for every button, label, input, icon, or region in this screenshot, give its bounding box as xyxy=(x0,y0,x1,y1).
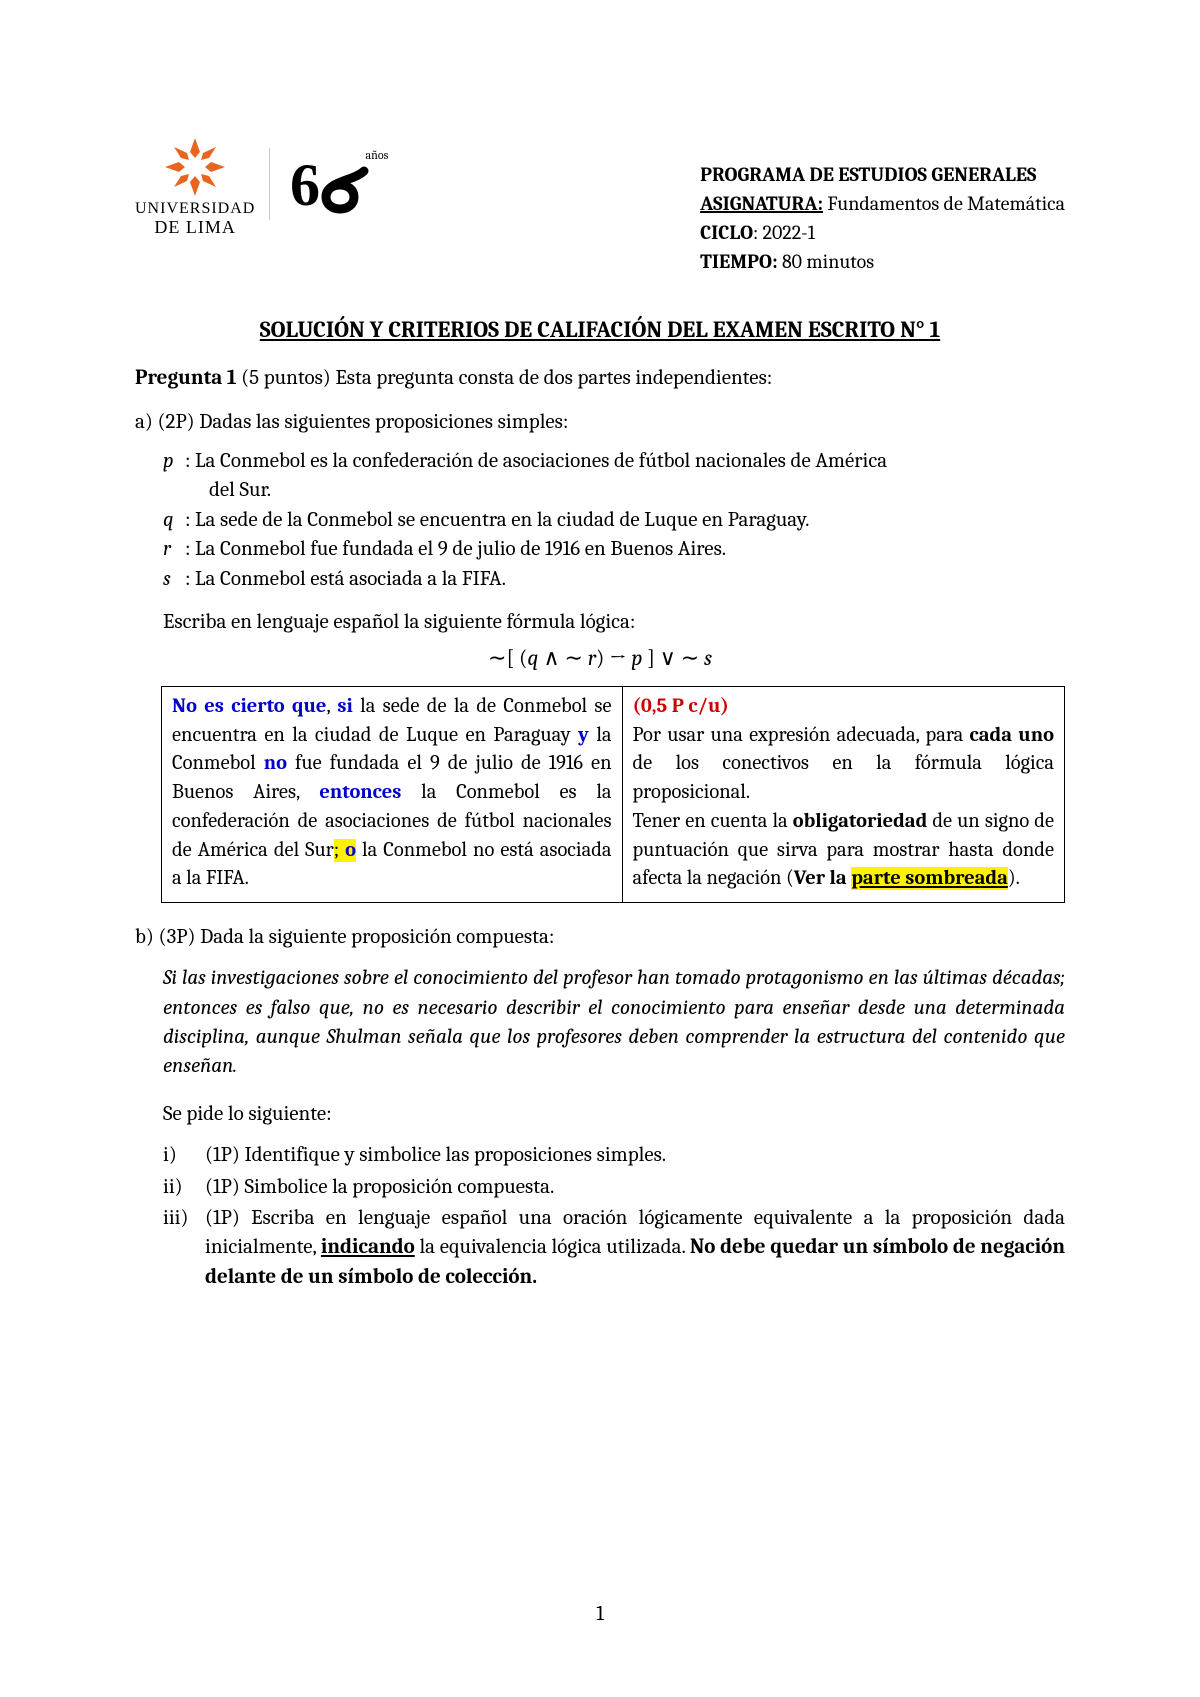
answer-criteria-cell: (0,5 P c/u) Por usar una expresión adecu… xyxy=(622,687,1064,903)
logo-divider xyxy=(269,148,270,220)
svg-text:6: 6 xyxy=(290,152,320,217)
answer-table: No es cierto que, si la sede de la de Co… xyxy=(161,686,1065,903)
university-logo-block: UNIVERSIDAD DE LIMA años 6 xyxy=(135,130,380,237)
asignatura-line: ASIGNATURA: Fundamentos de Matemática xyxy=(700,189,1065,218)
propositions-list: p : La Conmebol es la confederación de a… xyxy=(135,447,1065,594)
prop-p-cont: del Sur. xyxy=(163,476,1065,505)
roman-list: i) (1P) Identifique y simbolice las prop… xyxy=(135,1141,1065,1292)
years-label: años xyxy=(366,147,389,164)
tiempo-line: TIEMPO: 80 minutos xyxy=(700,247,1065,276)
logic-formula: ∼[ (q ∧ ∼ r) → p ] ∨ ∼ s xyxy=(135,643,1065,674)
compound-proposition: Si las investigaciones sobre el conocimi… xyxy=(135,964,1065,1082)
uni-line1: UNIVERSIDAD xyxy=(135,200,255,218)
item-ii: ii) (1P) Simbolice la proposición compue… xyxy=(163,1173,1065,1202)
course-meta: PROGRAMA DE ESTUDIOS GENERALES ASIGNATUR… xyxy=(700,130,1065,276)
prop-s: s : La Conmebol está asociada a la FIFA. xyxy=(163,565,1065,594)
university-name: UNIVERSIDAD DE LIMA xyxy=(135,200,255,237)
prop-p: p : La Conmebol es la confederación de a… xyxy=(163,447,1065,476)
prop-q: q : La sede de la Conmebol se encuentra … xyxy=(163,506,1065,535)
logo-mark: UNIVERSIDAD DE LIMA xyxy=(135,130,255,237)
starburst-icon xyxy=(157,136,233,198)
document-title: SOLUCIÓN Y CRITERIOS DE CALIFACIÓN DEL E… xyxy=(135,314,1065,346)
part-a-label: a) (2P) Dadas las siguientes proposicion… xyxy=(135,408,1065,437)
programa-line: PROGRAMA DE ESTUDIOS GENERALES xyxy=(700,160,1065,189)
answer-spanish-cell: No es cierto que, si la sede de la de Co… xyxy=(162,687,623,903)
uni-line2: DE LIMA xyxy=(135,218,255,238)
se-pide-label: Se pide lo siguiente: xyxy=(135,1100,1065,1129)
ciclo-line: CICLO: 2022-1 xyxy=(700,218,1065,247)
document-header: UNIVERSIDAD DE LIMA años 6 PROGRAMA DE E… xyxy=(135,130,1065,276)
sixty-years-logo: años 6 xyxy=(284,151,380,217)
page-number: 1 xyxy=(0,1600,1200,1629)
item-iii: iii) (1P) Escriba en lenguaje español un… xyxy=(163,1204,1065,1292)
q1-rest: (5 puntos) Esta pregunta consta de dos p… xyxy=(237,366,773,390)
part-b-label: b) (3P) Dada la siguiente proposición co… xyxy=(135,923,1065,952)
q1-label: Pregunta 1 xyxy=(135,366,237,390)
prop-r: r : La Conmebol fue fundada el 9 de juli… xyxy=(163,535,1065,564)
question-1-intro: Pregunta 1 (5 puntos) Esta pregunta cons… xyxy=(135,364,1065,393)
write-prompt: Escriba en lenguaje español la siguiente… xyxy=(135,608,1065,637)
item-i: i) (1P) Identifique y simbolice las prop… xyxy=(163,1141,1065,1170)
